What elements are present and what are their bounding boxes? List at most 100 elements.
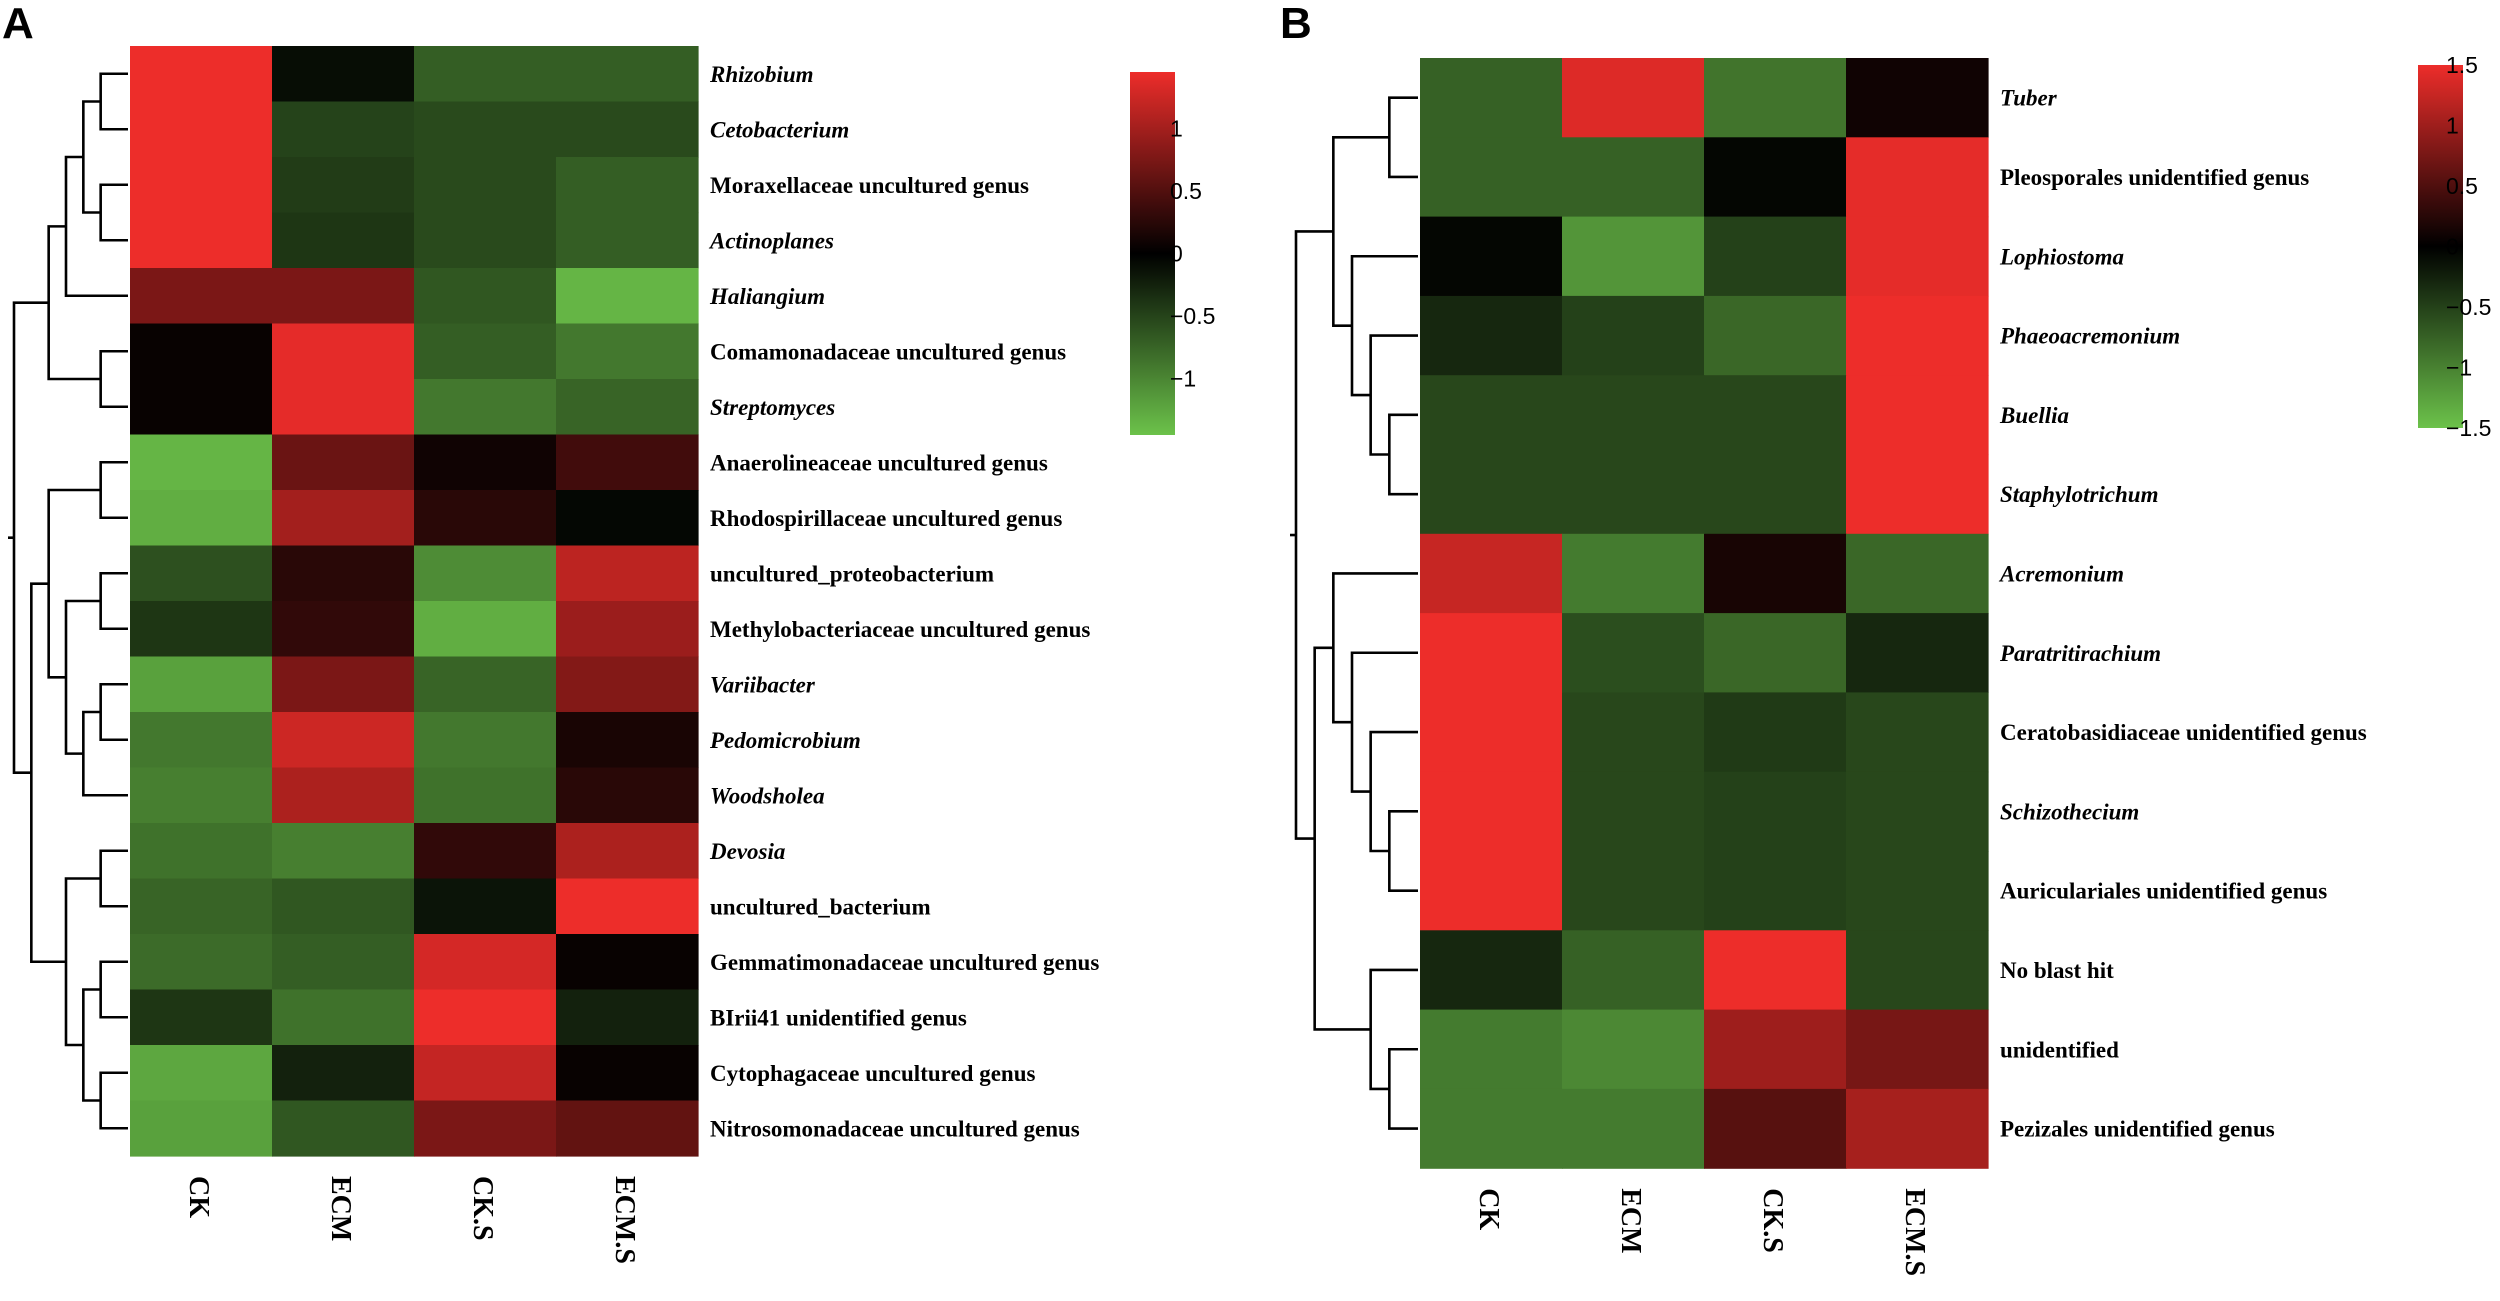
panel-a-row-dendrogram xyxy=(8,72,128,1130)
row-label: Gemmatimonadaceae uncultured genus xyxy=(710,950,1099,975)
heatmap-cell xyxy=(1704,1009,1847,1090)
heatmap-cell xyxy=(272,212,415,269)
panel-a-letter: A xyxy=(2,0,34,48)
colorbar-tick-label: 1 xyxy=(2446,113,2459,139)
column-label: ECM.S xyxy=(1899,1188,1930,1276)
heatmap-cell xyxy=(1420,216,1563,297)
row-label: uncultured_bacterium xyxy=(710,894,931,919)
heatmap-cell xyxy=(272,323,415,380)
colorbar-tick-label: −1 xyxy=(2446,355,2472,381)
heatmap-cell xyxy=(130,212,273,269)
heatmap-cell xyxy=(1562,1088,1705,1169)
heatmap-cell xyxy=(272,934,415,991)
dendrogram-branch xyxy=(99,349,128,409)
heatmap-cell xyxy=(1420,1088,1563,1169)
row-label: Cetobacterium xyxy=(710,117,849,142)
heatmap-cell xyxy=(414,157,557,214)
heatmap-cell xyxy=(130,1045,273,1102)
heatmap-cell xyxy=(130,767,273,824)
heatmap-cell xyxy=(556,989,699,1046)
heatmap-cell xyxy=(556,601,699,658)
heatmap-cell xyxy=(1704,692,1847,773)
heatmap-cell xyxy=(272,823,415,880)
heatmap-cell xyxy=(1420,375,1563,456)
panel-a-heatmap-cells xyxy=(130,46,699,1157)
heatmap-cell xyxy=(414,268,557,325)
heatmap-cell xyxy=(556,268,699,325)
heatmap-cell xyxy=(1846,216,1989,297)
heatmap-cell xyxy=(1562,454,1705,535)
row-label: Acremonium xyxy=(1998,561,2124,586)
colorbar-tick-label: 0 xyxy=(2446,234,2459,260)
heatmap-cell xyxy=(1846,375,1989,456)
row-label: Pezizales unidentified genus xyxy=(2000,1117,2275,1142)
row-label: Tuber xyxy=(2000,86,2058,111)
dendrogram-branch xyxy=(47,488,101,679)
panel-b-row-labels: Tuber Pleosporales unidentified genus Loph… xyxy=(1998,86,2367,1142)
panel-a: A Rhizobium Cetobacterium Moraxellaceae un… xyxy=(2,0,1215,1264)
row-label: Actinoplanes xyxy=(708,228,834,253)
heatmap-cell xyxy=(272,268,415,325)
dendrogram-branch xyxy=(47,225,101,381)
heatmap-cell xyxy=(1846,613,1989,693)
heatmap-cell xyxy=(130,878,273,935)
heatmap-cell xyxy=(130,656,273,713)
heatmap-cell xyxy=(556,490,699,547)
dendrogram-branch xyxy=(99,1071,128,1130)
heatmap-cell xyxy=(1562,1009,1705,1090)
heatmap-cell xyxy=(556,101,699,158)
row-label: Schizothecium xyxy=(2000,799,2139,824)
heatmap-cell xyxy=(1420,58,1563,138)
heatmap-cell xyxy=(272,545,415,602)
dendrogram-branch xyxy=(1388,96,1418,179)
heatmap-cell xyxy=(556,934,699,991)
colorbar-gradient xyxy=(2418,65,2463,428)
dendrogram-branch xyxy=(99,183,128,242)
heatmap-cell xyxy=(556,656,699,713)
heatmap-cell xyxy=(130,545,273,602)
heatmap-cell xyxy=(1562,692,1705,773)
dendrogram-branch xyxy=(1313,646,1371,1031)
colorbar-tick-label: 0.5 xyxy=(2446,173,2478,199)
heatmap-cell xyxy=(556,434,699,491)
heatmap-cell xyxy=(1420,613,1563,693)
heatmap-cell xyxy=(414,434,557,491)
heatmap-cell xyxy=(272,989,415,1046)
heatmap-cell xyxy=(556,712,699,769)
heatmap-cell xyxy=(1846,533,1989,614)
heatmap-cell xyxy=(556,379,699,436)
heatmap-cell xyxy=(272,490,415,547)
heatmap-cell xyxy=(1704,771,1847,852)
row-label: BIrii41 unidentified genus xyxy=(710,1005,967,1030)
heatmap-cell xyxy=(272,1045,415,1102)
heatmap-cell xyxy=(556,823,699,880)
heatmap-cell xyxy=(1846,295,1989,376)
row-label: Methylobacteriaceae uncultured genus xyxy=(710,617,1090,642)
heatmap-cell xyxy=(556,323,699,380)
row-label: Streptomyces xyxy=(710,395,835,420)
row-label: Variibacter xyxy=(710,672,816,697)
heatmap-cell xyxy=(556,212,699,269)
column-label: CK.S xyxy=(1757,1188,1788,1253)
heatmap-cell xyxy=(130,1100,273,1157)
colorbar-gradient xyxy=(1130,72,1175,435)
dendrogram-branch xyxy=(99,682,128,742)
heatmap-cell xyxy=(414,1045,557,1102)
row-label: Woodsholea xyxy=(710,783,825,808)
colorbar-tick-label: 0 xyxy=(1170,241,1183,267)
heatmap-cell xyxy=(1562,613,1705,693)
heatmap-cell xyxy=(130,323,273,380)
heatmap-cell xyxy=(1420,533,1563,614)
heatmap-cell xyxy=(272,878,415,935)
heatmap-cell xyxy=(272,712,415,769)
heatmap-cell xyxy=(1420,137,1563,218)
heatmap-cell xyxy=(414,379,557,436)
heatmap-cell xyxy=(1704,930,1847,1011)
heatmap-cell xyxy=(130,712,273,769)
row-label: unidentified xyxy=(2000,1037,2119,1062)
row-label: Pedomicrobium xyxy=(709,728,861,753)
heatmap-cell xyxy=(1704,375,1847,456)
dendrogram-branch xyxy=(1388,1047,1418,1130)
dendrogram-branch xyxy=(1369,730,1418,853)
